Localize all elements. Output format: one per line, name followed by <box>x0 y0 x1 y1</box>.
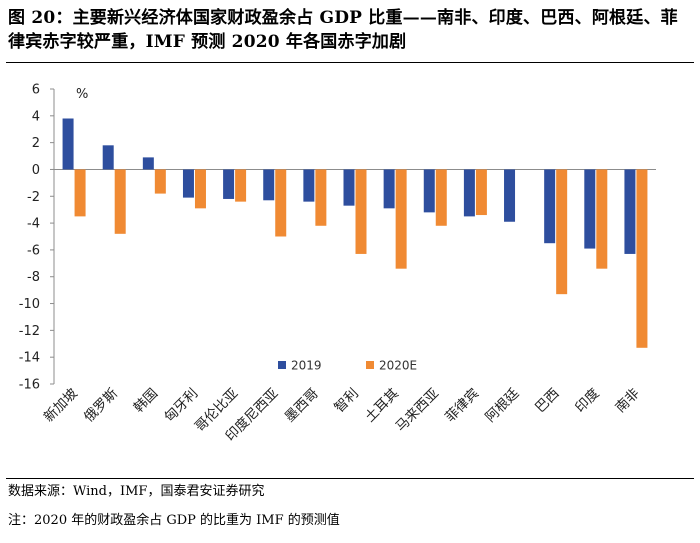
y-tick-label: -2 <box>27 190 40 205</box>
bar-2019-11 <box>463 169 475 217</box>
y-axis: 6 4 2 0 -2 -4 -6 -8 -10 -12 -14 -16% <box>19 83 656 393</box>
bar-2019-6 <box>263 169 275 201</box>
bar-2020E-1 <box>74 169 86 217</box>
y-unit-label: % <box>76 87 88 102</box>
bar-2020E-8 <box>355 169 367 254</box>
y-tick-label: -4 <box>27 217 40 232</box>
bar-2020E-2 <box>114 169 126 234</box>
x-category-label: 南非 <box>612 386 642 416</box>
legend: 2019 2020E <box>278 359 417 373</box>
x-category-label: 阿根廷 <box>482 385 522 425</box>
bar-2020E-6 <box>275 169 287 237</box>
y-tick-label: 0 <box>32 163 40 178</box>
x-category-label: 智利 <box>331 386 361 416</box>
x-category-label: 俄罗斯 <box>81 386 121 426</box>
source-note: 数据来源：Wind，IMF，国泰君安证券研究 <box>8 484 265 499</box>
y-tick-label: -8 <box>27 270 40 285</box>
bar-2019-12 <box>504 169 516 222</box>
y-tick-label: -16 <box>19 378 40 393</box>
x-category-label: 菲律宾 <box>442 386 482 426</box>
bar-2020E-10 <box>435 169 447 226</box>
bar-2020E-4 <box>194 169 206 209</box>
footnote: 注：2020 年的财政盈余占 GDP 的比重为 IMF 的预测值 <box>8 513 340 528</box>
bar-2019-9 <box>383 169 395 209</box>
top-rule <box>6 62 694 63</box>
bar-2019-13 <box>544 169 556 244</box>
bars <box>62 118 648 348</box>
figure-title: 图 20：主要新兴经济体国家财政盈余占 GDP 比重——南非、印度、巴西、阿根廷… <box>8 8 678 52</box>
bar-chart: 6 4 2 0 -2 -4 -6 -8 -10 -12 -14 -16% 新加坡 俄罗斯 韩国 匈牙利哥伦比… <box>19 83 656 445</box>
bar-2019-14 <box>584 169 596 249</box>
bar-2020E-5 <box>235 169 247 202</box>
bar-2020E-9 <box>395 169 407 269</box>
x-category-label: 新加坡 <box>41 385 81 425</box>
bar-2019-5 <box>223 169 235 199</box>
bar-2020E-15 <box>636 169 648 348</box>
y-tick-label: 4 <box>32 109 40 124</box>
bottom-rule <box>6 478 694 479</box>
y-tick-label: 2 <box>32 136 40 151</box>
x-category-label: 巴西 <box>532 386 562 416</box>
legend-swatch-2020E <box>366 361 374 369</box>
x-category-label: 马来西亚 <box>393 386 442 435</box>
bar-2020E-3 <box>154 169 166 194</box>
bar-2020E-13 <box>556 169 568 295</box>
y-tick-label: -10 <box>19 297 40 312</box>
bar-2019-1 <box>62 118 74 170</box>
bar-2020E-11 <box>475 169 487 216</box>
bar-2019-8 <box>343 169 355 206</box>
bar-2019-7 <box>303 169 315 202</box>
x-category-label: 韩国 <box>131 386 161 416</box>
y-tick-label: -6 <box>27 243 40 258</box>
legend-label-2020E: 2020E <box>379 359 417 373</box>
x-category-label: 印度 <box>572 386 602 416</box>
bar-2019-3 <box>142 157 154 170</box>
bar-2019-2 <box>102 145 114 170</box>
legend-swatch-2019 <box>278 361 286 369</box>
bar-2019-15 <box>624 169 636 254</box>
x-category-label: 墨西哥 <box>282 386 322 426</box>
bar-2019-10 <box>423 169 435 213</box>
y-tick-label: -14 <box>19 351 40 366</box>
bar-2020E-7 <box>315 169 327 226</box>
y-tick-label: 6 <box>32 83 40 98</box>
y-tick-label: -12 <box>19 324 40 339</box>
bar-2020E-14 <box>596 169 608 269</box>
legend-label-2019: 2019 <box>291 359 322 373</box>
bar-2019-4 <box>182 169 194 198</box>
